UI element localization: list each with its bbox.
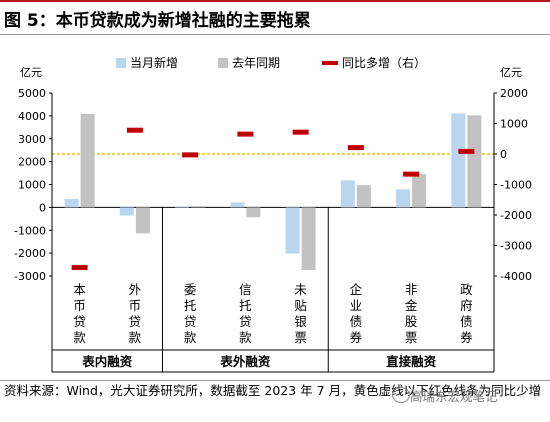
category-label-char: 外 <box>129 282 142 297</box>
right-tick-label: -3000 <box>500 240 532 253</box>
category-label-char: 委 <box>184 282 197 297</box>
left-tick-label: 2000 <box>18 156 46 169</box>
category-label-char: 政 <box>460 282 473 297</box>
right-tick-label: 1000 <box>500 118 528 131</box>
yoy-mark <box>182 152 199 158</box>
category-label-char: 币 <box>73 298 86 313</box>
category-label-char: 票 <box>294 330 307 345</box>
category-label-char: 本 <box>73 282 86 297</box>
chart-title: 图 5：本币贷款成为新增社融的主要拖累 <box>4 11 311 31</box>
chart-axes: 亿元 亿元 -3000 -2000 -1000 0 1000 2000 3000 4000 5000… <box>14 66 532 283</box>
bar-last-year <box>80 113 95 208</box>
yoy-mark <box>71 265 88 271</box>
title-rule <box>0 34 550 35</box>
legend-label-current: 当月新增 <box>130 55 178 70</box>
yoy-mark <box>347 145 364 151</box>
right-tick-label: 2000 <box>500 87 528 100</box>
group-label: 表内融资 <box>81 354 133 369</box>
left-tick-label: 3000 <box>18 133 46 146</box>
left-axis-unit: 亿元 <box>20 66 42 79</box>
left-tick-label: 0 <box>39 201 46 214</box>
category-label-char: 金 <box>405 298 418 313</box>
bar-current-month <box>64 199 79 208</box>
left-tick-label: -1000 <box>14 224 46 237</box>
category-label-char: 券 <box>350 330 363 345</box>
chart-yoy-marks <box>71 127 475 271</box>
category-label-char: 托 <box>184 298 197 313</box>
bar-current-month <box>119 207 134 216</box>
bar-current-month <box>396 189 411 208</box>
legend-label-last-year: 去年同期 <box>232 56 280 70</box>
category-label-char: 债 <box>350 314 363 329</box>
category-label-char: 票 <box>405 330 418 345</box>
category-label-char: 贷 <box>73 314 86 329</box>
legend-swatch-yoy <box>322 61 338 65</box>
right-tick-label: -1000 <box>500 179 532 192</box>
bar-last-year <box>191 206 206 208</box>
category-label-char: 贷 <box>129 314 142 329</box>
bar-last-year <box>301 207 316 270</box>
chart-legend: 当月新增 去年同期 同比多增（右） <box>116 55 426 70</box>
left-tick-label: 4000 <box>18 110 46 123</box>
title-bar: 图 5：本币贷款成为新增社融的主要拖累 <box>0 0 550 36</box>
category-label-char: 非 <box>405 282 418 297</box>
category-label-char: 款 <box>184 330 197 345</box>
left-tick-label: 1000 <box>18 179 46 192</box>
category-label-char: 企 <box>350 282 363 297</box>
yoy-mark <box>403 171 420 177</box>
watermark: 高瑞东宏观笔记 <box>410 389 498 404</box>
watermark-icon <box>392 387 410 403</box>
legend-label-yoy: 同比多增（右） <box>342 55 426 70</box>
right-axis-unit: 亿元 <box>500 66 522 79</box>
bar-last-year <box>356 185 371 208</box>
chart-bars <box>64 113 482 270</box>
category-label-char: 贷 <box>184 314 197 329</box>
category-label-char: 贷 <box>239 314 252 329</box>
chart-gridlines <box>52 153 494 208</box>
legend-swatch-current <box>116 58 126 68</box>
yoy-mark <box>126 127 143 133</box>
left-tick-label: -3000 <box>14 270 46 283</box>
bar-last-year <box>246 207 261 218</box>
yoy-mark <box>458 148 475 154</box>
category-label-char: 款 <box>239 330 252 345</box>
bar-last-year <box>467 115 482 208</box>
category-label-char: 券 <box>460 330 473 345</box>
category-label-char: 托 <box>239 298 252 313</box>
bar-current-month <box>230 202 245 208</box>
category-label-char: 府 <box>460 298 473 313</box>
yoy-mark <box>237 131 254 137</box>
bar-last-year <box>135 207 150 234</box>
bar-current-month <box>285 207 300 254</box>
category-label-char: 币 <box>129 298 142 313</box>
yoy-mark <box>292 129 309 135</box>
category-label-char: 贴 <box>294 298 307 313</box>
group-label: 表外融资 <box>219 354 271 369</box>
category-label-char: 债 <box>460 314 473 329</box>
right-tick-label: -2000 <box>500 209 532 222</box>
bar-last-year <box>412 174 427 208</box>
bottom-rule <box>0 380 550 381</box>
right-tick-label: 0 <box>500 148 507 161</box>
category-label-char: 款 <box>73 330 86 345</box>
category-label-char: 业 <box>350 298 363 313</box>
left-tick-label: 5000 <box>18 87 46 100</box>
group-label: 直接融资 <box>386 354 437 369</box>
bar-current-month <box>340 180 355 208</box>
category-label-char: 未 <box>294 282 307 297</box>
bar-current-month <box>451 113 466 208</box>
category-label-char: 银 <box>294 314 307 329</box>
chart-svg: 亿元 亿元 -3000 -2000 -1000 0 1000 2000 3000 4000 5000… <box>14 55 532 373</box>
right-tick-label: -4000 <box>500 270 532 283</box>
legend-swatch-last-year <box>218 58 228 68</box>
category-label-char: 股 <box>405 314 418 329</box>
left-tick-label: -2000 <box>14 247 46 260</box>
category-label-char: 款 <box>129 330 142 345</box>
category-label-char: 信 <box>239 282 252 297</box>
bar-current-month <box>175 206 190 208</box>
